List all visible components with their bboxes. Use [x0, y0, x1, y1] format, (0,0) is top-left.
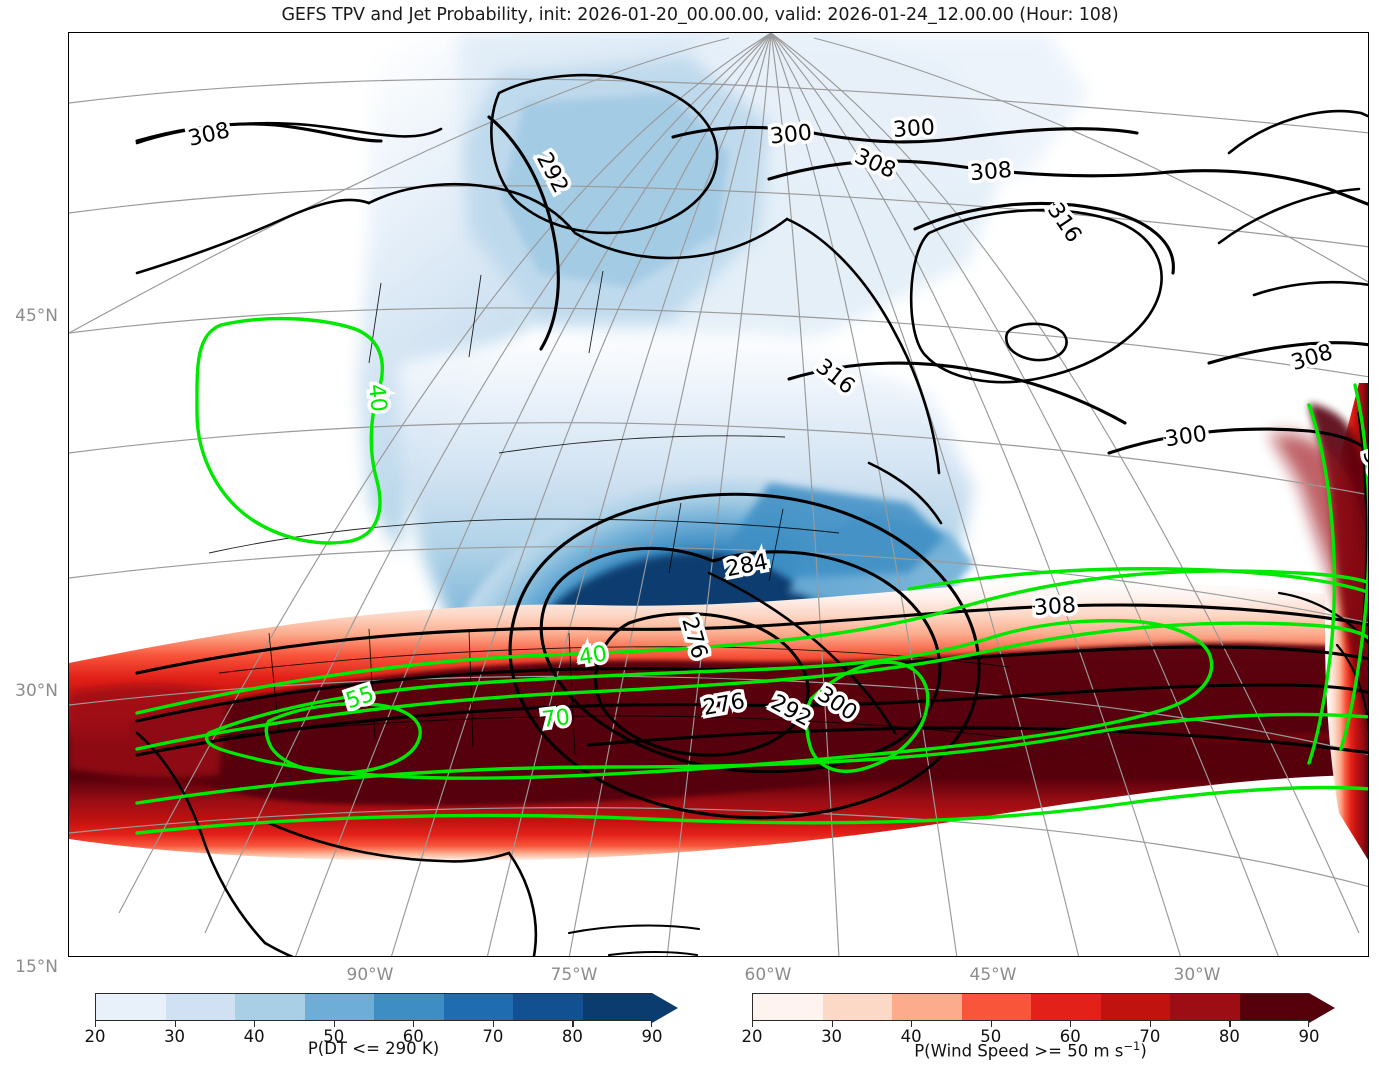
- colorbar-jet-tick-70: [1149, 1021, 1152, 1027]
- colorbar-jet-swatch-0: [753, 994, 823, 1020]
- colorbar-jet-tick-20: [752, 1021, 754, 1027]
- colorbar-jet[interactable]: 20 30 40 50 60 70 80 90 P(Wind Speed >= 50 m s−…: [742, 992, 1335, 1061]
- page-title: GEFS TPV and Jet Probability, init: 2026…: [281, 5, 1119, 25]
- colorbar-tpv-tick-90: [650, 1021, 652, 1027]
- colorbar-jet-ticklabel-30: 30: [821, 1027, 843, 1046]
- colorbar-tpv-swatch-0: [96, 994, 166, 1020]
- colorbar-tpv-ticklabel-70: 70: [482, 1027, 504, 1046]
- colorbar-tpv-swatch-2: [235, 994, 305, 1020]
- colorbar-jet-unit-exponent: −1: [1123, 1039, 1141, 1053]
- colorbar-tpv-ticks: 20 30 40 50 60 70 80 90: [85, 1021, 663, 1046]
- colorbar-jet-swatch-3: [961, 994, 1031, 1020]
- colorbar-jet-extend-arrow: [1309, 992, 1335, 1023]
- colorbar-jet-tick-30: [831, 1021, 833, 1027]
- colorbar-jet-swatch-1: [822, 994, 892, 1020]
- colorbar-tpv-swatch-1: [165, 994, 235, 1020]
- colorbar-tpv-ticklabel-20: 20: [84, 1027, 106, 1046]
- colorbar-tpv-tick-40: [254, 1021, 256, 1027]
- colorbar-tpv-ticklabel-60: 60: [402, 1027, 424, 1046]
- colorbar-jet-tick-60: [1070, 1021, 1072, 1027]
- colorbar-tpv-ticklabel-80: 80: [561, 1027, 583, 1046]
- colorbar-jet-tick-90: [1307, 1021, 1309, 1027]
- lon-tick-30w: 30°W: [1173, 965, 1221, 985]
- contour-label-theta-308: 308: [186, 118, 233, 152]
- colorbar-jet-swatch-5: [1100, 994, 1170, 1020]
- contour-label-theta-300: 300: [892, 115, 936, 143]
- contour-label-theta-300: 300: [1163, 422, 1208, 453]
- colorbar-tpv-ticklabel-90: 90: [641, 1027, 663, 1046]
- colorbar-tpv-swatch-4: [374, 994, 444, 1020]
- contour-label-wind-40: 40: [577, 641, 609, 670]
- colorbar-jet-ticklabel-80: 80: [1218, 1027, 1240, 1046]
- colorbar-tpv-swatch-7: [582, 994, 652, 1020]
- colorbar-jet-track: [752, 992, 1335, 1023]
- lon-tick-75w: 75°W: [550, 965, 598, 985]
- lon-tick-90w: 90°W: [346, 965, 394, 985]
- map-plot-area[interactable]: 308 308 292 292 300 300 300 300 308 308 308 308 316 3…: [68, 32, 1369, 957]
- colorbar-tpv-swatch-3: [304, 994, 374, 1020]
- coastlines: [135, 73, 1368, 956]
- colorbar-tpv-ticklabel-30: 30: [164, 1027, 186, 1046]
- colorbar-tpv-tick-80: [572, 1021, 574, 1027]
- colorbar-tpv-ticklabel-50: 50: [323, 1027, 345, 1046]
- lat-tick-45: 45°N: [15, 306, 58, 326]
- colorbar-tpv-label: P(DT <= 290 K): [307, 1039, 440, 1058]
- colorbar-jet-swatch-2: [892, 994, 962, 1020]
- colorbar-jet-ticklabel-20: 20: [741, 1027, 763, 1046]
- colorbar-tpv-swatch-5: [443, 994, 513, 1020]
- colorbar-tpv-tick-70: [492, 1021, 495, 1027]
- colorbar-jet-ticklabel-40: 40: [900, 1027, 922, 1046]
- wind-speed-contours: [135, 316, 1368, 835]
- colorbar-jet-label: P(Wind Speed >= 50 m s−1): [914, 1039, 1147, 1061]
- lon-tick-15w: 15°W: [1364, 965, 1400, 985]
- colorbar-tpv-extend-arrow: [652, 992, 678, 1023]
- colorbar-tpv-tick-20: [95, 1021, 97, 1027]
- jet-probability-shading: [69, 383, 1368, 862]
- lat-tick-15: 15°N: [15, 957, 58, 977]
- colorbar-tpv-swatch-6: [513, 994, 583, 1020]
- contour-label-wind-70: 70: [541, 705, 572, 733]
- colorbar-tpv[interactable]: 20 30 40 50 60 70 80 90 P(DT <= 290 K): [85, 992, 678, 1058]
- colorbar-jet-ticklabel-70: 70: [1139, 1027, 1161, 1046]
- colorbar-tpv-tick-30: [174, 1021, 176, 1027]
- colorbar-tpv-ticklabel-40: 40: [243, 1027, 265, 1046]
- colorbar-jet-swatch-7: [1239, 994, 1309, 1020]
- colorbar-jet-tick-50: [990, 1021, 992, 1027]
- contour-label-wind-40: 40: [363, 383, 391, 413]
- lon-tick-60w: 60°W: [744, 965, 792, 985]
- colorbar-tpv-tick-50: [333, 1021, 335, 1027]
- colorbar-jet-ticklabel-50: 50: [980, 1027, 1002, 1046]
- colorbar-jet-ticklabel-90: 90: [1298, 1027, 1320, 1046]
- contour-label-theta-308: 308: [969, 158, 1013, 187]
- colorbar-jet-tick-40: [911, 1021, 913, 1027]
- contour-label-theta-308: 308: [1033, 593, 1077, 621]
- colorbar-jet-ticklabel-60: 60: [1059, 1027, 1081, 1046]
- lat-tick-30: 30°N: [15, 681, 58, 701]
- contour-label-theta-300: 300: [769, 120, 813, 149]
- colorbar-jet-swatch-4: [1031, 994, 1101, 1020]
- colorbar-jet-swatch-6: [1170, 994, 1240, 1020]
- colorbar-tpv-track: [95, 992, 678, 1023]
- colorbar-jet-ticks: 20 30 40 50 60 70 80 90: [742, 1021, 1320, 1046]
- colorbar-tpv-tick-60: [413, 1021, 415, 1027]
- colorbar-jet-tick-80: [1229, 1021, 1231, 1027]
- lon-tick-45w: 45°W: [969, 965, 1017, 985]
- graticule: [69, 33, 1368, 956]
